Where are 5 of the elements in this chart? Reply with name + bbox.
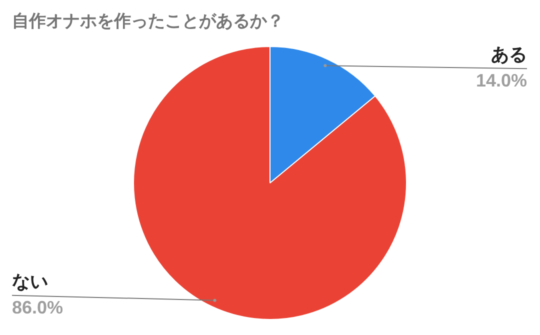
data-label: 86.0% <box>12 297 64 318</box>
data-label: 14.0% <box>476 70 527 91</box>
slice-label: ある <box>491 44 527 65</box>
slice-label: ない <box>12 271 48 292</box>
chart-title: 自作オナホを作ったことがあるか？ <box>12 12 284 31</box>
